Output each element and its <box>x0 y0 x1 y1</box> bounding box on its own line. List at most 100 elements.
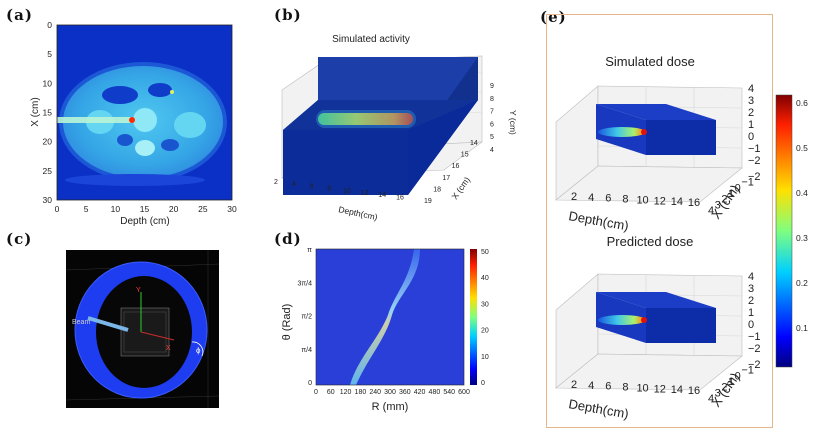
panel-e-x-tick: −1 <box>741 177 754 189</box>
panel-b-y-ticks: 9 8 7 6 5 4 <box>490 83 494 154</box>
panel-e-x-tick: 0 <box>735 182 741 194</box>
ct-beam <box>57 117 132 123</box>
panel-e-bottom-x-ticks: 4 3 2 1 0 −1−2 <box>708 359 761 405</box>
panel-d-y-tick: 3π/4 <box>297 280 312 287</box>
panel-e-z-tick: −2 <box>748 155 761 167</box>
panel-label-a: (a) <box>6 6 33 24</box>
panel-b-y-tick: 7 <box>490 109 494 116</box>
panel-e-depth-tick: 4 <box>588 380 594 392</box>
panel-b-3d-plot: Simulated activity 2 4 6 8 10 12 14 16 14151617… <box>274 34 518 222</box>
panel-b-depth-label: Depth(cm) <box>338 204 379 222</box>
panel-a-x-tick: 30 <box>227 204 237 214</box>
panel-e-colorbar-tick: 0.5 <box>796 143 808 153</box>
x-axis-label: X <box>166 345 171 352</box>
panel-d-x-tick: 240 <box>369 389 381 396</box>
panel-b-depth-tick: 12 <box>361 190 369 197</box>
panel-e-depth-tick: 14 <box>671 384 683 396</box>
panel-a-x-ticks: 0 5 10 15 20 25 30 <box>55 204 237 214</box>
panel-a-x-tick: 5 <box>84 204 89 214</box>
panel-e-z-tick: 2 <box>748 295 754 307</box>
panel-d-x-tick: 600 <box>458 389 470 396</box>
panel-e-x-tick: −2 <box>748 359 761 371</box>
panel-d-colorbar-tick: 10 <box>481 354 489 361</box>
panel-d-colorbar-tick: 30 <box>481 301 489 308</box>
panel-a-x-tick: 25 <box>198 204 208 214</box>
panel-e-depth-tick: 2 <box>571 379 577 391</box>
ct-beam-endpoint <box>129 117 135 123</box>
panel-e-z-tick: −1 <box>748 143 761 155</box>
panel-d-x-tick: 480 <box>429 389 441 396</box>
panel-b-x-tick: 18 <box>433 186 441 193</box>
panel-a-y-tick: 25 <box>43 166 53 176</box>
panel-e-title-bottom: Predicted dose <box>607 234 694 249</box>
panel-a-y-tick: 15 <box>43 108 53 118</box>
panel-e-colorbar-tick: 0.3 <box>796 233 808 243</box>
panel-d-colorbar <box>470 249 477 385</box>
panel-d-y-tick: π/4 <box>301 347 312 354</box>
panel-e-depth-tick: 2 <box>571 191 577 203</box>
panel-e-depth-tick: 6 <box>605 193 611 205</box>
panel-e-x-tick: 4 <box>708 393 714 405</box>
panel-e-depth-tick: 10 <box>636 194 648 206</box>
panel-e-z-tick: 4 <box>748 83 754 95</box>
panel-b-depth-tick: 14 <box>378 192 386 199</box>
colorbar-gradient <box>775 94 793 368</box>
panel-d-x-ticks: 0 60 120 180 240 300 360 420 480 540 600 <box>314 389 470 396</box>
panel-b-y-label: Y (cm) <box>508 110 518 135</box>
panel-b-y-tick: 5 <box>490 134 494 141</box>
panel-e-bottom-depth-label: Depth(cm) <box>567 396 629 421</box>
panel-e-depth-tick: 14 <box>671 196 683 208</box>
panel-e-depth-tick: 12 <box>654 195 666 207</box>
panel-d-x-tick: 300 <box>384 389 396 396</box>
panel-e-x-tick: 1 <box>728 188 734 200</box>
panel-e-z-tick: 2 <box>748 107 754 119</box>
panel-a-x-tick: 20 <box>169 204 179 214</box>
panel-d-colorbar-tick: 20 <box>481 328 489 335</box>
panel-b-x-tick: 14 <box>470 140 478 147</box>
panel-e-x-tick: −1 <box>741 365 754 377</box>
panel-d-y-tick: 0 <box>308 380 312 387</box>
panel-d-colorbar-tick: 50 <box>481 249 489 256</box>
panel-a-y-tick: 30 <box>43 195 53 205</box>
panel-b-x-tick: 17 <box>442 175 450 182</box>
panel-e-z-tick: −1 <box>748 331 761 343</box>
panel-b-x-tick: 15 <box>461 152 469 159</box>
panel-b-y-tick: 6 <box>490 121 494 128</box>
panel-d-x-tick: 60 <box>327 389 335 396</box>
panel-e-z-tick: −2 <box>748 343 761 355</box>
ct-table <box>65 174 205 186</box>
panel-b-x-label: X (cm) <box>449 175 472 201</box>
panel-b-y-tick: 4 <box>490 147 494 154</box>
panel-e-colorbar-tick: 0.6 <box>796 98 808 108</box>
panel-b-depth-tick: 10 <box>343 188 351 195</box>
panel-a-xlabel: Depth (cm) <box>120 216 169 227</box>
dose-beam-top <box>598 127 646 137</box>
panel-b-depth-tick: 2 <box>274 179 278 186</box>
phi-label: ϕ <box>196 346 201 355</box>
panel-d-x-tick: 420 <box>414 389 426 396</box>
panel-e-x-tick: 3 <box>715 199 721 211</box>
detector-beam <box>87 316 129 332</box>
panel-e-z-tick: 0 <box>748 319 754 331</box>
panel-d-y-tick: π <box>307 247 312 254</box>
panel-e-z-tick: 1 <box>748 307 754 319</box>
panel-e-top-depth-ticks: 2 4 6 8 10 12 14 16 <box>571 191 700 209</box>
panel-a-x-tick: 0 <box>55 204 60 214</box>
panel-e-x-tick: 0 <box>735 370 741 382</box>
panel-e-x-tick: 3 <box>715 387 721 399</box>
panel-e-z-tick: 0 <box>748 131 754 143</box>
panel-d-x-tick: 540 <box>443 389 455 396</box>
panel-e-z-tick: 4 <box>748 271 754 283</box>
panel-a-y-ticks: 0 5 10 15 20 25 30 <box>43 20 53 205</box>
panel-e-z-tick: 1 <box>748 119 754 131</box>
panel-b-depth-tick: 8 <box>327 186 331 193</box>
activity-beam <box>318 113 413 125</box>
panel-e-depth-tick: 16 <box>688 197 700 209</box>
panel-d-x-tick: 120 <box>340 389 352 396</box>
panel-c-detector-image: Beam Y X ϕ <box>65 250 220 408</box>
panel-b-depth-tick: 16 <box>396 194 404 201</box>
